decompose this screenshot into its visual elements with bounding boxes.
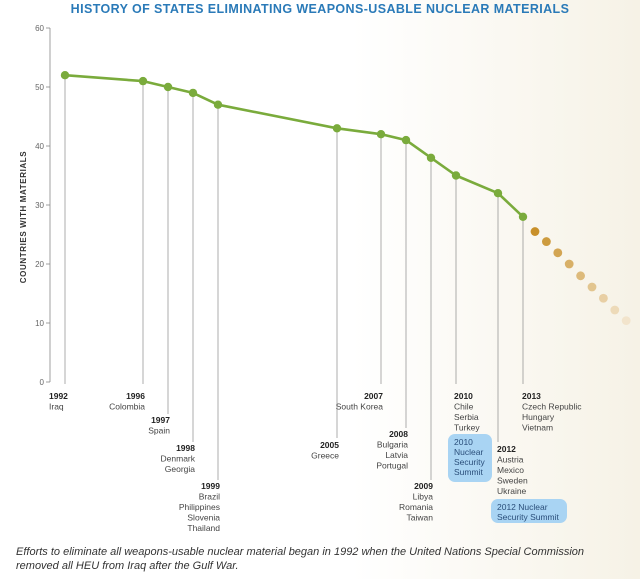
caption-line-1: Efforts to eliminate all weapons-usable … [16,546,585,558]
summit-label: 2012 Nuclear [497,502,548,512]
caption-line-2: removed all HEU from Iraq after the Gulf… [16,560,239,572]
projection-point [610,305,620,315]
country-label: Colombia [109,402,145,412]
y-tick-label: 10 [35,319,44,328]
summit-label: Nuclear [454,447,483,457]
country-label: Portugal [376,461,408,471]
y-tick-label: 20 [35,260,44,269]
year-label-2012: 2012 [497,444,516,454]
data-point-2013 [518,212,528,221]
country-label: Romania [399,502,433,512]
country-label: Czech Republic [522,402,582,412]
country-label: Denmark [161,454,196,464]
projection-point [553,248,563,258]
y-tick-label: 40 [35,142,44,151]
year-label-1997: 1997 [151,415,170,425]
country-label: Latvia [385,450,408,460]
country-label: Libya [413,492,434,502]
data-point-2008 [401,135,411,145]
data-point-2007 [376,130,386,139]
country-label: Turkey [454,423,480,433]
country-label: Iraq [49,402,64,412]
chart-title: HISTORY OF STATES ELIMINATING WEAPONS-US… [70,2,570,16]
country-label: Serbia [454,412,479,422]
year-label-1999: 1999 [201,481,220,491]
data-point-1999 [213,100,223,109]
country-label: Brazil [199,492,220,502]
country-label: Greece [311,451,339,461]
data-point-1992 [60,71,70,80]
projection-point [587,282,597,292]
year-label-2005: 2005 [320,440,339,450]
projection-point [542,237,551,246]
year-label-2013: 2013 [522,391,541,401]
summit-box [491,499,567,523]
chart-caption: Efforts to eliminate all weapons-usable … [16,545,626,573]
projection-point [576,271,585,281]
data-point-2010 [451,171,461,180]
data-point-2009 [426,153,436,162]
country-label: Bulgaria [377,440,408,450]
country-label: South Korea [336,402,384,412]
country-label: Hungary [522,412,555,422]
y-axis-label: COUNTRIES WITH MATERIALS [19,151,28,284]
country-label: Sweden [497,476,528,486]
y-tick-label: 60 [35,24,44,33]
projection-point [530,227,540,236]
country-label: Philippines [179,502,220,512]
data-point-1996 [138,76,148,86]
country-label: Ukraine [497,486,527,496]
summit-label: Security Summit [497,512,560,522]
summit-box [448,434,492,482]
country-label: Georgia [165,464,196,474]
data-point-1997 [163,82,173,92]
y-tick-label: 0 [40,378,45,387]
data-point-1998 [188,88,198,98]
year-label-2009: 2009 [414,481,433,491]
country-label: Vietnam [522,423,553,433]
summit-label: Security [454,457,485,467]
data-point-2005 [332,124,342,133]
year-label-1998: 1998 [176,443,195,453]
country-label: Slovenia [187,513,220,523]
y-tick-label: 30 [35,201,44,210]
series-line [64,73,524,218]
country-label: Spain [148,426,170,436]
year-label-1992: 1992 [49,391,68,401]
country-label: Thailand [187,523,220,533]
projection-point [621,316,631,326]
projection-point [564,259,574,269]
projection-point [599,293,608,303]
year-label-1996: 1996 [126,391,145,401]
year-label-2010: 2010 [454,391,473,401]
country-label: Chile [454,402,474,412]
country-label: Taiwan [407,513,434,523]
summit-label: Summit [454,467,483,477]
country-label: Mexico [497,465,524,475]
year-label-2008: 2008 [389,429,408,439]
country-label: Austria [497,455,524,465]
summit-label: 2010 [454,437,473,447]
year-label-2007: 2007 [364,391,383,401]
data-point-2012 [493,189,503,198]
y-tick-label: 50 [35,83,44,92]
